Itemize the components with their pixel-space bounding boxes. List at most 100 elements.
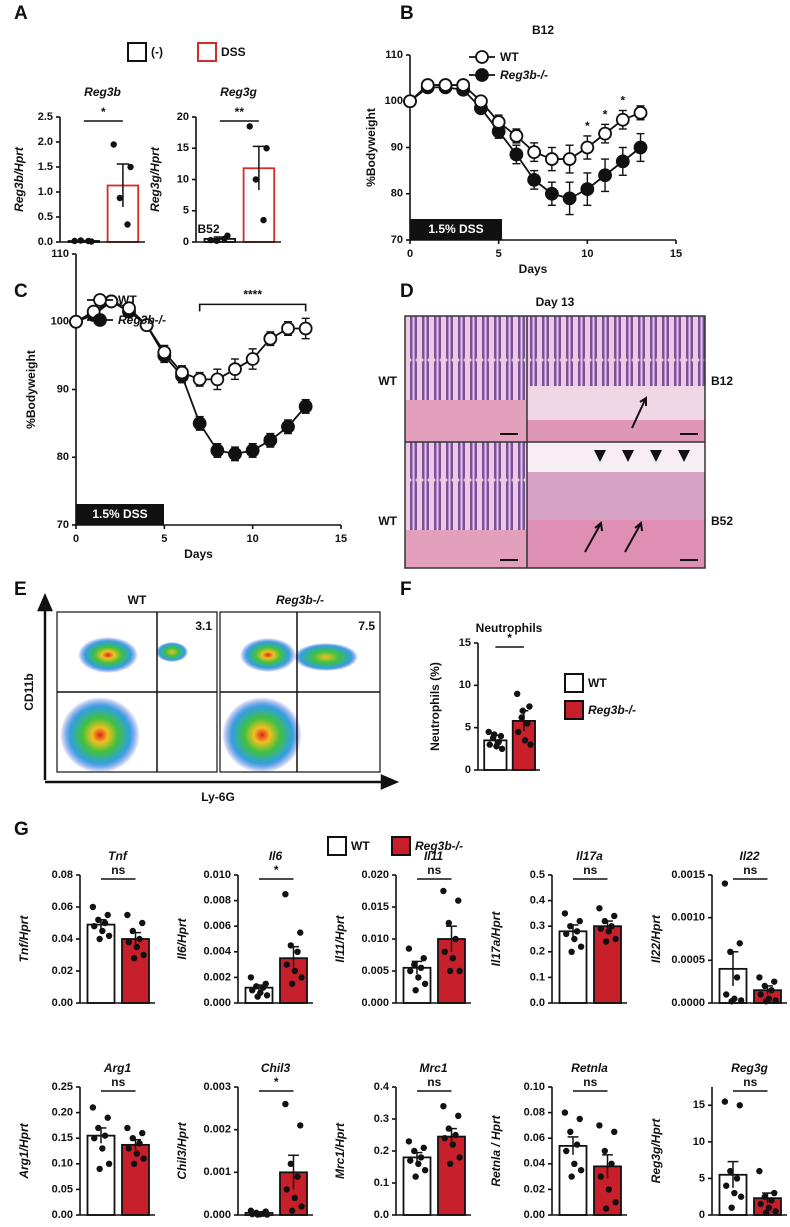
data-point [756,1167,763,1175]
data-point [228,362,242,377]
y-tick-label: 20 [177,111,189,123]
data-point [446,967,454,975]
data-point [521,737,529,744]
data-point [283,961,290,968]
y-tick-label: 0.2 [374,1145,389,1157]
data-point [527,172,542,187]
y-tick-label: 0.06 [52,901,73,913]
y-axis-label: Mrc1/Hprt [333,1122,347,1179]
y-tick-label: 0.0000 [671,997,705,1009]
y-tick-label: 0.08 [52,869,73,881]
data-point [124,911,131,919]
data-point [456,1154,463,1161]
cytometry-population [156,642,188,662]
data-point [263,433,278,448]
data-point [513,690,521,697]
data-point [85,237,92,245]
data-point [254,993,261,1000]
y-tick-label: 0.0 [530,997,545,1009]
data-point [605,928,613,935]
data-point [573,928,581,935]
y-axis-label: Arg1/Hprt [17,1122,31,1179]
y-tick-label: 0.008 [203,895,231,907]
data-point [122,301,136,316]
data-point [608,923,615,930]
data-point [249,987,256,994]
data-point [576,917,583,925]
data-point [573,1141,581,1148]
data-point [130,1160,138,1168]
significance-label: ns [427,863,441,877]
data-point [136,935,143,943]
y-tick-label: 0.25 [52,1081,73,1093]
y-axis-label: Retnla / Hprt [489,1114,503,1186]
data-point [611,912,618,920]
x-axis-label: Ly-6G [201,790,235,804]
data-point [412,987,419,994]
x-tick-label: 15 [335,533,347,545]
data-point [456,78,471,92]
data-point [287,1160,294,1168]
data-point [568,948,575,955]
image-label: WT [378,514,397,528]
y-tick-label: 0.4 [374,1081,390,1093]
data-point [757,991,764,998]
y-tick-label: 0.10 [52,1158,73,1170]
significance-label: * [585,119,590,133]
series-line [75,300,307,455]
legend-swatch [327,836,347,856]
series-line [409,84,641,160]
significance-label: ** [235,105,245,119]
y-tick-label: 1.5 [38,161,53,173]
data-point [757,1200,764,1208]
chart-title: Reg3b [84,85,121,99]
annotation-box [410,219,502,240]
data-point [99,927,106,935]
panel-letter: G [14,819,29,840]
data-point [130,955,138,962]
y-tick-label: 0.04 [52,933,74,945]
data-point [96,935,103,943]
data-point [281,321,295,336]
data-point [213,237,220,244]
significance-label: * [274,1075,279,1089]
data-point [116,194,124,202]
histology-crypts [405,316,527,400]
axis-arrow [45,774,400,790]
y-tick-label: 15 [459,637,471,649]
data-point [772,1208,779,1215]
data-point [105,1160,113,1168]
chart-title: Retnla [571,1061,608,1075]
chart-title: Il17a [576,849,603,863]
data-point [598,126,612,141]
data-point [441,1135,448,1142]
data-point [294,1173,301,1180]
data-point [210,443,225,458]
panel-letter: F [400,579,412,600]
x-tick-label: 0 [73,533,79,545]
y-tick-label: 10 [459,679,471,691]
legend-marker [93,293,107,307]
cytometry-population [294,643,358,671]
data-point [253,983,260,990]
data-point [407,967,414,975]
data-point [125,1145,132,1152]
data-point [405,945,413,952]
y-tick-label: 0.2 [530,946,545,958]
data-point [486,741,493,748]
y-axis-label: Il6/Hprt [175,917,189,959]
cytometry-population [60,697,140,773]
data-point [283,1186,290,1193]
chart-title: Neutrophils [476,621,543,635]
data-point [596,1122,603,1129]
data-point [140,951,147,959]
data-point [493,743,500,750]
significance-label: ns [111,1075,125,1089]
data-point [421,980,429,987]
data-point [104,911,111,919]
y-tick-label: 0.0010 [671,912,705,924]
x-axis-label: Days [519,262,548,276]
data-point [297,929,304,936]
histology-muscle [405,400,527,442]
